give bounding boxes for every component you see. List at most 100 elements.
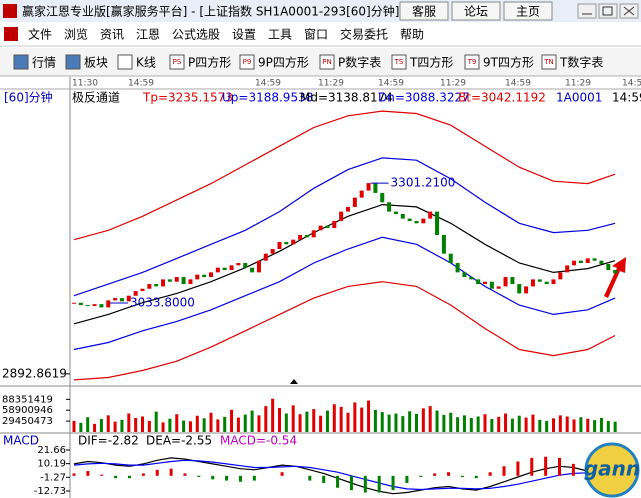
candle	[167, 279, 172, 282]
candle	[530, 279, 535, 287]
candle	[469, 277, 474, 280]
tool-label[interactable]: T四方形	[409, 55, 453, 70]
tool-icon-label[interactable]: PN	[322, 58, 331, 66]
volume-bar	[552, 418, 555, 432]
menu-item[interactable]: 江恩	[136, 28, 160, 42]
menu-item[interactable]: 窗口	[304, 28, 328, 42]
menu-item[interactable]: 交易委托	[340, 27, 388, 42]
candle	[339, 211, 344, 221]
header-button-label[interactable]: 论坛	[464, 5, 488, 19]
volume-bar	[456, 417, 460, 432]
volume-bar	[202, 418, 206, 432]
volume-bar	[606, 420, 610, 432]
menu-item[interactable]: 公式选股	[172, 28, 220, 42]
candle	[503, 277, 508, 287]
band-line	[73, 157, 616, 297]
volume-bar	[113, 421, 117, 432]
tool-label[interactable]: 板块	[84, 56, 108, 70]
tool-label[interactable]: P四方形	[188, 55, 231, 70]
menu-item[interactable]: 文件	[28, 27, 52, 42]
volume-bar	[168, 418, 172, 432]
tool-icon[interactable]	[65, 54, 81, 70]
header-button[interactable]	[503, 1, 553, 21]
volume-bar	[134, 417, 138, 432]
candle	[558, 272, 563, 280]
candle	[606, 263, 611, 271]
candle	[181, 277, 186, 285]
volume-bar	[195, 415, 199, 432]
volume-bar	[93, 423, 97, 432]
candle	[119, 298, 124, 302]
volume-bar	[141, 416, 144, 432]
band-line	[73, 236, 616, 351]
macd-bar	[571, 463, 575, 476]
volume-bar	[243, 414, 247, 432]
menu-item[interactable]: 浏览	[64, 27, 88, 42]
menu-item[interactable]: 资讯	[100, 28, 124, 42]
tool-label[interactable]: 9P四方形	[258, 55, 309, 70]
macd-bar	[280, 472, 284, 476]
tool-label[interactable]: T数字表	[559, 55, 603, 70]
tool-icon-label[interactable]: TN	[543, 58, 554, 66]
icon	[623, 6, 635, 16]
y-tick-label: 88351419	[2, 394, 53, 405]
macd-bar	[363, 475, 367, 493]
tool-label[interactable]: 行情	[32, 56, 56, 70]
menu-item[interactable]: 工具	[268, 28, 292, 42]
macd-bar	[419, 475, 423, 478]
candle	[236, 263, 241, 266]
tool-icon[interactable]	[13, 54, 29, 70]
candle	[483, 281, 487, 285]
macd-bar	[558, 457, 562, 476]
macd-bar	[502, 466, 506, 476]
tool-icon[interactable]	[391, 54, 407, 70]
tool-icon-label[interactable]: PS	[173, 58, 182, 66]
macd-bar	[322, 475, 326, 483]
volume-bar	[271, 398, 275, 432]
candle	[524, 286, 529, 294]
volume-bar	[312, 409, 316, 432]
tool-label[interactable]: 9T四方形	[483, 55, 534, 70]
volume-bar	[353, 402, 357, 432]
candle	[421, 218, 426, 224]
tool-icon-label[interactable]: TS	[394, 58, 404, 66]
header-button[interactable]	[399, 1, 449, 21]
tool-icon[interactable]	[117, 54, 133, 70]
tool-icon[interactable]	[319, 54, 335, 70]
candle	[113, 298, 118, 301]
candle	[284, 241, 289, 245]
y-tick-label: 58900946	[2, 405, 53, 416]
tool-icon[interactable]	[464, 54, 480, 70]
candle	[161, 279, 166, 287]
tool-icon[interactable]	[541, 54, 557, 70]
header-button-label[interactable]: 主页	[516, 5, 540, 19]
menu-item[interactable]: 设置	[232, 28, 256, 42]
header-button[interactable]	[451, 1, 501, 21]
macd-bar	[169, 468, 173, 476]
time-label: 14:59	[622, 79, 641, 89]
candle	[544, 281, 549, 285]
time-label: 14:59	[128, 79, 154, 89]
candle	[380, 192, 385, 203]
minimize-button[interactable]	[577, 3, 597, 19]
candle	[298, 234, 303, 240]
candle	[428, 211, 433, 219]
restore-button[interactable]	[598, 3, 618, 19]
menu-item[interactable]: 帮助	[400, 28, 424, 42]
candle	[311, 230, 316, 238]
volume-bar	[278, 407, 281, 432]
tool-label[interactable]: P数字表	[338, 55, 381, 70]
macd-bar	[516, 461, 520, 476]
header-button-label[interactable]: 客服	[412, 4, 436, 19]
tool-icon[interactable]	[239, 54, 255, 70]
time-label: 14:59	[378, 79, 404, 89]
tool-icon[interactable]	[169, 54, 185, 70]
tool-label[interactable]: K线	[136, 56, 156, 70]
tool-icon-label[interactable]: T9	[467, 58, 477, 66]
tool-icon-label[interactable]: P9	[243, 58, 252, 66]
candle	[304, 234, 309, 238]
volume-bar	[428, 406, 432, 432]
candle	[209, 272, 213, 278]
volume-bar	[325, 410, 329, 432]
